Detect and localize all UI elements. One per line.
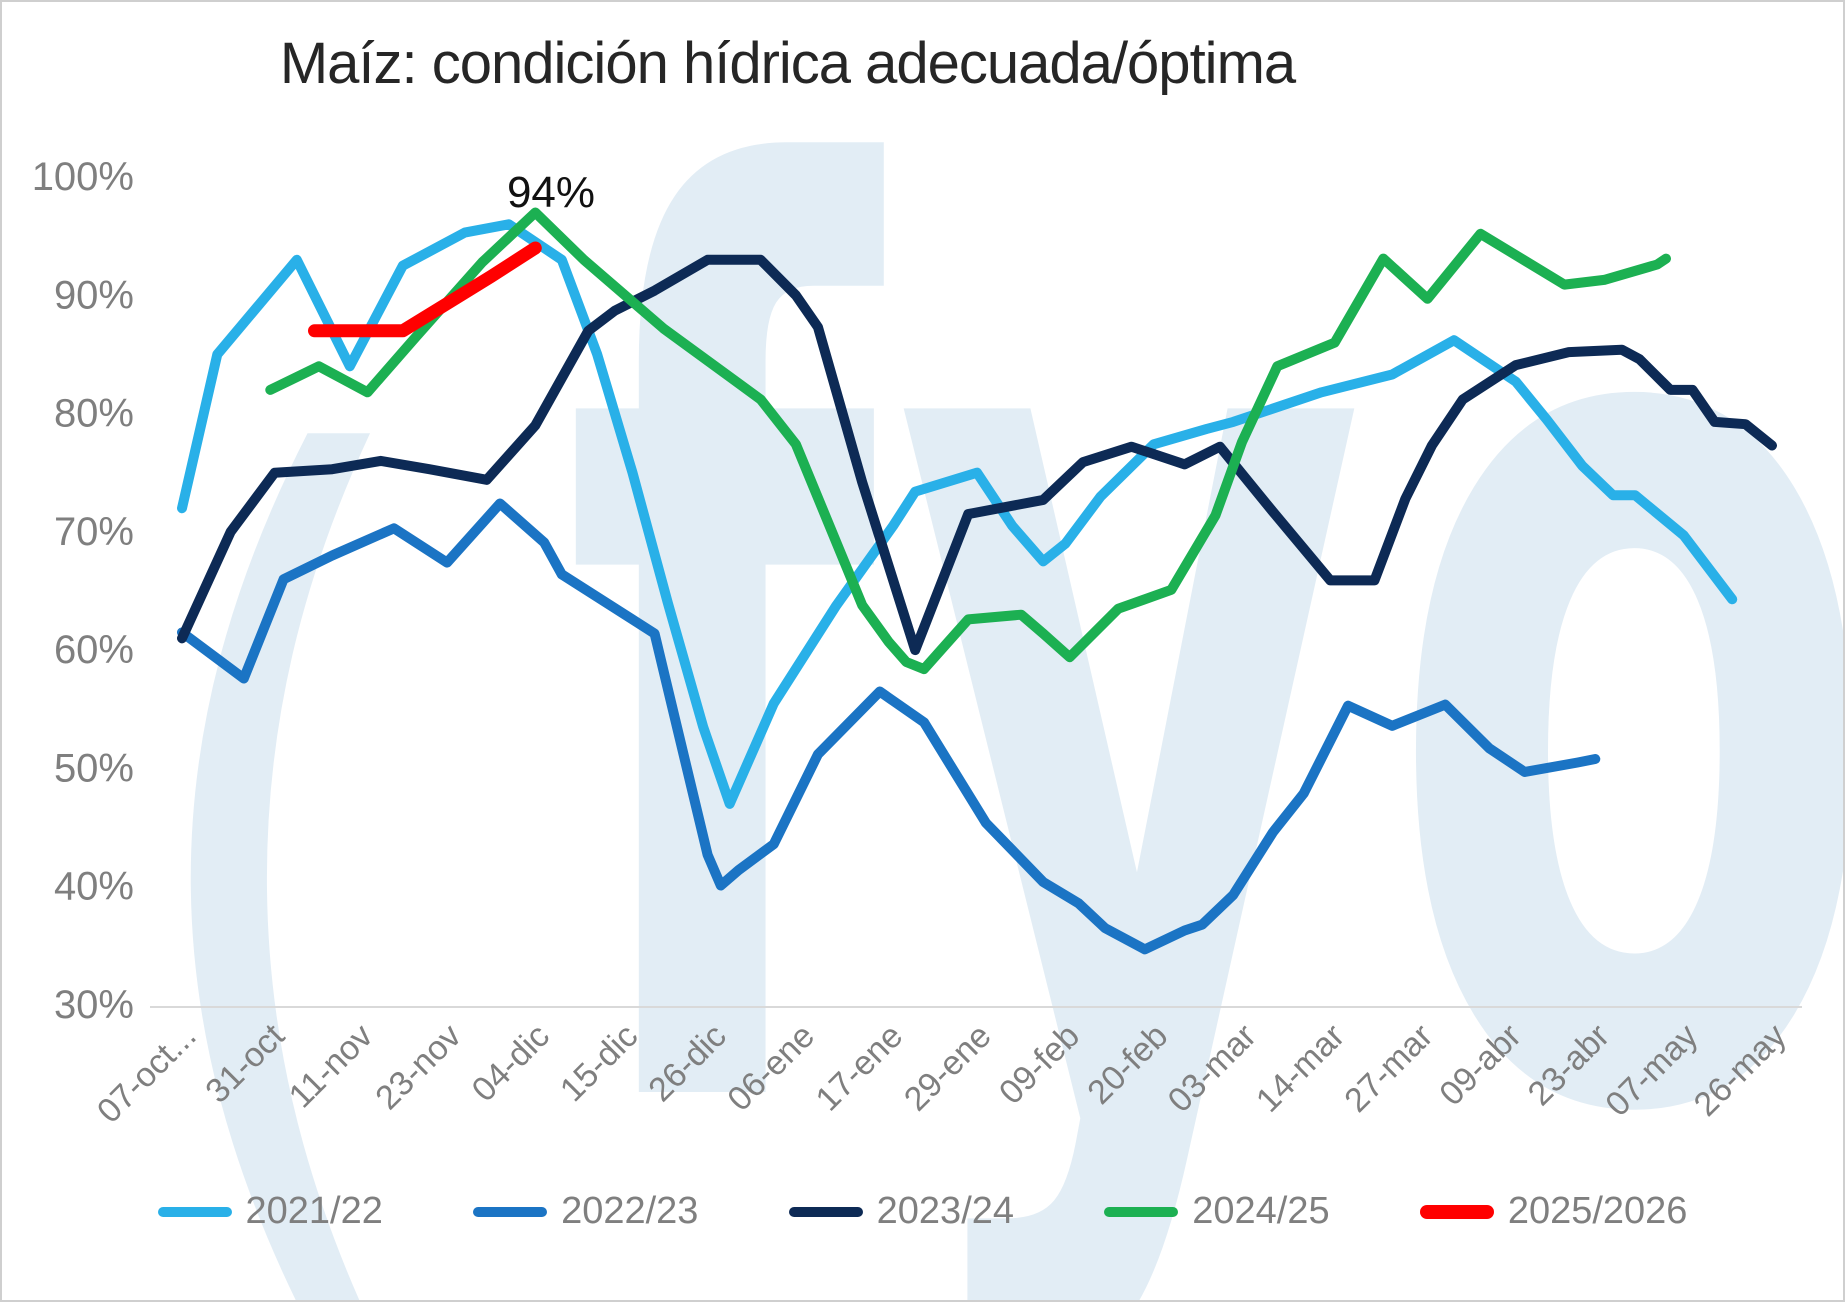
chart-title: Maíz: condición hídrica adecuada/óptima — [279, 31, 1296, 96]
legend-item-2022-23: 2022/23 — [473, 1190, 698, 1233]
y-axis-tick-label: 70% — [54, 510, 134, 554]
legend-line-swatch-icon — [473, 1206, 548, 1217]
y-axis-labels: 100% 90% 80% 70% 60% 50% 40% 30% — [32, 155, 134, 1027]
y-axis-tick-label: 50% — [54, 746, 134, 790]
legend-line-swatch-icon — [1419, 1204, 1494, 1219]
legend-label: 2022/23 — [561, 1190, 699, 1232]
legend-label: 2025/2026 — [1507, 1190, 1688, 1232]
series-line-2021-22 — [177, 219, 1738, 809]
legend-label: 2021/22 — [245, 1190, 383, 1232]
series-line-2024-25 — [265, 207, 1671, 675]
watermark-fyo-logo: fyo — [562, 2, 1845, 1302]
chart-legend: 2021/22 2022/23 2023/24 2024/25 2025/2026 — [157, 1190, 1688, 1233]
legend-line-swatch-icon — [1104, 1206, 1179, 1217]
watermark-paren-icon: ( — [122, 263, 434, 1302]
legend-item-2024-25: 2024/25 — [1104, 1190, 1330, 1233]
data-label-last-red-value: 94% — [507, 168, 595, 217]
legend-label: 2023/24 — [876, 1190, 1015, 1232]
x-axis-tick-label: 04-dic — [465, 1017, 557, 1109]
y-axis-tick-label: 80% — [54, 392, 134, 436]
y-axis-tick-label: 30% — [54, 983, 134, 1027]
series-line-2022-23 — [177, 498, 1601, 955]
y-axis-tick-label: 100% — [32, 155, 134, 199]
legend-item-2023-24: 2023/24 — [788, 1190, 1015, 1233]
legend-item-2021-22: 2021/22 — [157, 1190, 383, 1233]
y-axis-tick-label: 40% — [54, 865, 134, 909]
series-line-2025-2026 — [308, 241, 542, 338]
legend-label: 2024/25 — [1192, 1190, 1330, 1232]
legend-line-swatch-icon — [788, 1206, 863, 1217]
y-axis-tick-label: 60% — [54, 628, 134, 672]
series-line-2023-24 — [177, 254, 1777, 656]
legend-item-2025-2026: 2025/2026 — [1419, 1190, 1688, 1233]
legend-line-swatch-icon — [157, 1206, 232, 1217]
y-axis-tick-label: 90% — [54, 273, 134, 317]
